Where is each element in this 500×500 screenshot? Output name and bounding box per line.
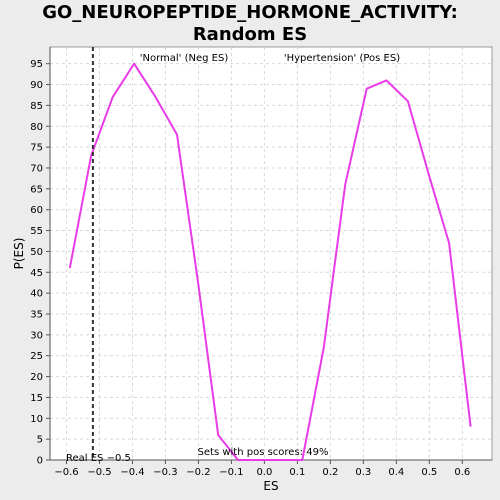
y-tick-label: 75 (30, 143, 43, 154)
y-tick-label: 10 (30, 414, 43, 425)
x-tick-label: −0.5 (87, 467, 111, 478)
y-tick-label: 65 (30, 184, 43, 195)
y-tick-label: 70 (30, 163, 43, 174)
x-tick-label: −0.4 (120, 467, 144, 478)
x-tick-label: 0.5 (421, 467, 437, 478)
y-tick-label: 95 (30, 59, 43, 70)
x-tick-label: 0.3 (355, 467, 371, 478)
y-tick-label: 90 (30, 80, 43, 91)
y-tick-label: 20 (30, 372, 43, 383)
y-tick-label: 40 (30, 289, 43, 300)
x-tick-label: 0.2 (322, 467, 338, 478)
y-tick-label: 25 (30, 351, 43, 362)
y-tick-label: 60 (30, 205, 43, 216)
x-tick-label: 0.1 (289, 467, 305, 478)
y-tick-label: 15 (30, 393, 43, 404)
x-tick-label: −0.1 (219, 467, 243, 478)
x-tick-label: 0.4 (388, 467, 404, 478)
x-tick-label: −0.3 (153, 467, 177, 478)
y-tick-label: 30 (30, 330, 43, 341)
y-tick-label: 0 (37, 456, 43, 467)
pos-scores-label: Sets with pos scores: 49% (198, 447, 329, 458)
x-tick-label: 0.6 (454, 467, 470, 478)
y-tick-label: 55 (30, 226, 43, 237)
y-tick-label: 85 (30, 101, 43, 112)
chart-title-line-1: GO_NEUROPEPTIDE_HORMONE_ACTIVITY: Random… (42, 2, 458, 45)
series-layer (68, 62, 472, 461)
x-tick-label: −0.2 (186, 467, 210, 478)
y-tick-label: 5 (37, 435, 43, 446)
pos-es-label: 'Hypertension' (Pos ES) (284, 53, 400, 64)
y-tick-label: 35 (30, 309, 43, 320)
plot-area (49, 46, 493, 461)
y-tick-label: 50 (30, 247, 43, 258)
series-line (68, 62, 472, 461)
x-tick-label: −0.6 (54, 467, 78, 478)
x-axis-title: ES (263, 479, 278, 493)
neg-es-label: 'Normal' (Neg ES) (140, 53, 229, 64)
y-axis-title: P(ES) (12, 238, 26, 270)
y-tick-label: 45 (30, 268, 43, 279)
y-tick-label: 80 (30, 122, 43, 133)
x-tick-label: 0.0 (256, 467, 272, 478)
real-es-label: Real ES −0.5 (66, 453, 131, 464)
